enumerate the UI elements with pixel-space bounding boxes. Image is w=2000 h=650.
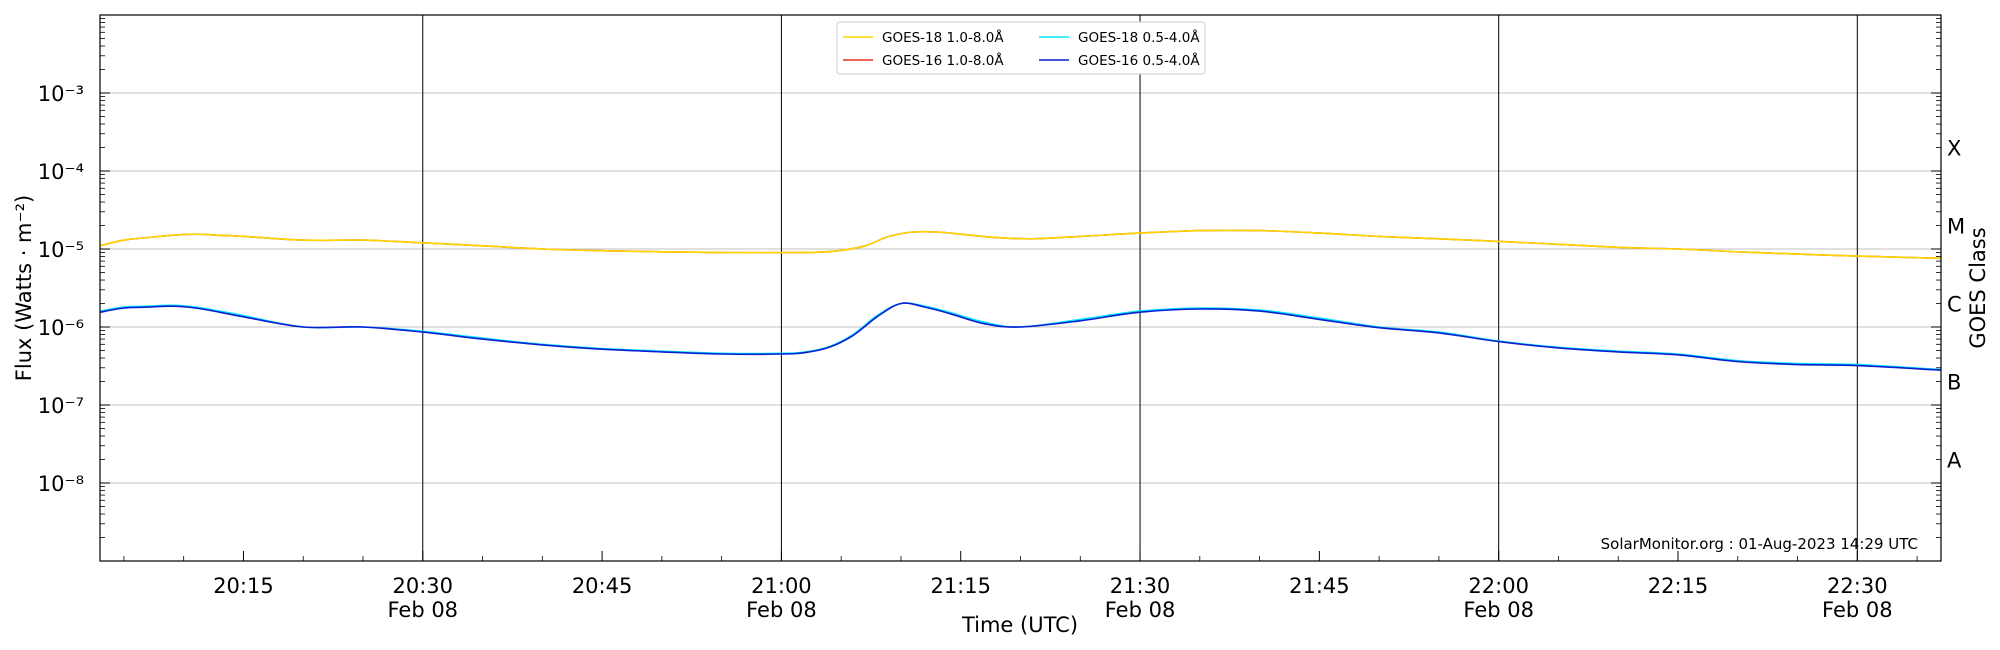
series-line-goes-18-1-0-8-0 xyxy=(99,229,1942,260)
x-tick-date-label: Feb 08 xyxy=(1105,598,1176,622)
goes-class-label: C xyxy=(1947,293,1962,317)
grid-layer xyxy=(100,92,1941,484)
legend-label-3: GOES-16 0.5-4.0Å xyxy=(1078,52,1200,69)
legend-frame xyxy=(836,21,1206,75)
y-axis-title: Flux (Watts · m⁻²) xyxy=(12,195,36,381)
right-axis-title: GOES Class xyxy=(1966,227,1990,348)
legend: GOES-18 1.0-8.0Å GOES-18 0.5-4.0Å GOES-1… xyxy=(836,21,1206,75)
x-tick-label: 21:15 xyxy=(930,574,991,598)
y-tick-label: 10⁻³ xyxy=(38,82,84,106)
x-tick-label: 22:15 xyxy=(1648,574,1709,598)
x-tick-label: 22:30 xyxy=(1827,574,1888,598)
y-tick-label: 10⁻⁷ xyxy=(38,394,84,418)
x-tick-label: 21:00 xyxy=(751,574,812,598)
series-line-goes-18-0-5-4-0 xyxy=(99,302,1942,371)
x-tick-label: 22:00 xyxy=(1468,574,1529,598)
y-tick-label: 10⁻⁴ xyxy=(38,160,84,184)
x-tick-label: 20:30 xyxy=(393,574,454,598)
legend-label-2: GOES-16 1.0-8.0Å xyxy=(882,52,1004,69)
y-tick-label: 10⁻⁶ xyxy=(38,316,84,340)
x-tick-label: 20:15 xyxy=(213,574,274,598)
plot-frame xyxy=(99,14,1942,562)
x-axis-title: Time (UTC) xyxy=(961,613,1078,637)
y-tick-label: 10⁻⁵ xyxy=(38,238,84,262)
series-layer xyxy=(99,229,1942,371)
y-tick-label: 10⁻⁸ xyxy=(38,472,84,496)
series-line-goes-16-1-0-8-0 xyxy=(99,229,1942,260)
series-line-goes-16-0-5-4-0 xyxy=(99,302,1942,371)
goes-class-label: A xyxy=(1947,449,1962,473)
legend-label-1: GOES-18 0.5-4.0Å xyxy=(1078,29,1200,46)
vertical-lines xyxy=(422,15,1858,561)
goes-class-label: M xyxy=(1947,215,1965,239)
legend-label-0: GOES-18 1.0-8.0Å xyxy=(882,29,1004,46)
x-tick-date-label: Feb 08 xyxy=(1463,598,1534,622)
goes-class-label: X xyxy=(1947,137,1961,161)
x-tick-date-label: Feb 08 xyxy=(1822,598,1893,622)
x-tick-label: 20:45 xyxy=(572,574,633,598)
x-tick-date-label: Feb 08 xyxy=(387,598,458,622)
tick-layer xyxy=(100,18,1941,561)
x-tick-label: 21:45 xyxy=(1289,574,1350,598)
goes-class-label: B xyxy=(1947,371,1961,395)
credit-text: SolarMonitor.org : 01-Aug-2023 14:29 UTC xyxy=(1601,535,1918,553)
x-tick-label: 21:30 xyxy=(1110,574,1171,598)
x-tick-date-label: Feb 08 xyxy=(746,598,817,622)
